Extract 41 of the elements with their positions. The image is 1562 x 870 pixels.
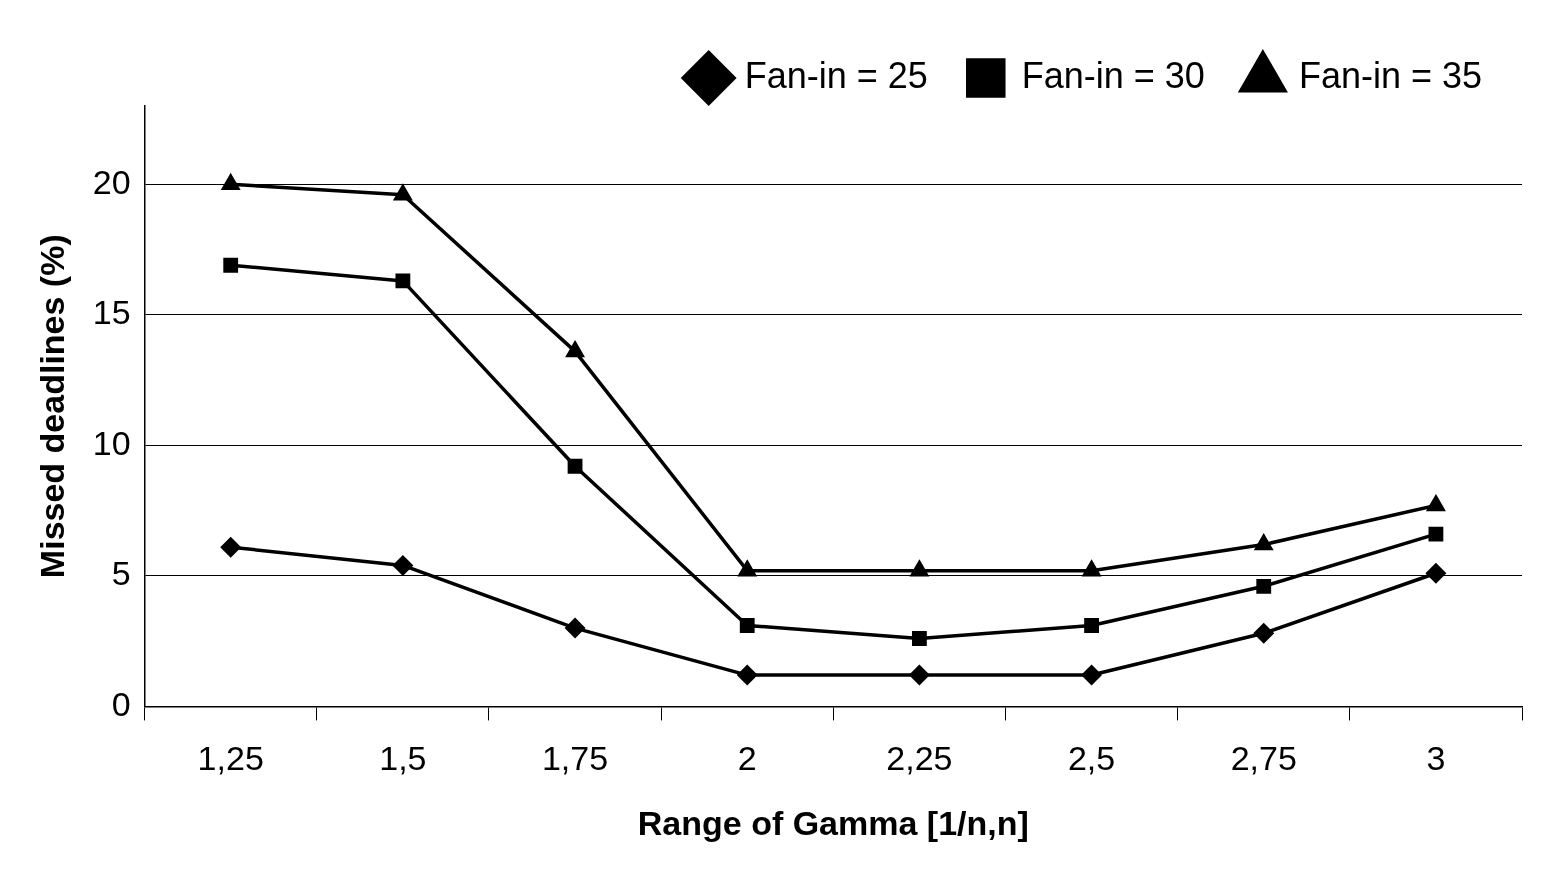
x-tick-label: 2 [737,739,757,778]
x-tick-label: 1,5 [379,739,427,778]
point [1082,560,1101,577]
point [1428,526,1444,542]
y-tick-label: 15 [92,293,131,332]
y-tick-label: 0 [111,684,131,723]
x-tick-label: 2,25 [886,739,953,778]
point [395,273,411,289]
point [909,665,930,685]
point [394,185,412,201]
x-tick-label: 1,75 [541,739,609,778]
point [739,618,755,633]
point [910,560,929,577]
x-tick-label: 2,75 [1230,739,1297,778]
point [1426,563,1446,584]
y-tick-label: 10 [92,423,131,462]
point [1253,623,1274,644]
point [1084,618,1099,633]
y-tick-label: 20 [92,162,131,201]
point [220,537,241,557]
point [223,257,239,273]
legend-label: Fan-in = 30 [1021,54,1205,96]
point [738,560,756,577]
point [566,341,584,358]
legend-label: Fan-in = 35 [1298,54,1483,96]
x-tick-label: 2,5 [1067,739,1116,778]
point [1081,665,1102,685]
x-tick-label: 1,25 [197,739,264,778]
point [737,665,757,685]
point [1427,495,1445,512]
point [1256,578,1272,594]
point [1255,534,1273,551]
point [393,555,413,576]
y-axis-title: Missed deadlines (%) [32,234,71,579]
y-tick-label: 5 [111,554,131,593]
point [565,618,585,638]
point [567,458,583,474]
point [911,631,927,646]
x-tick-label: 3 [1426,739,1446,778]
x-axis-title: Range of Gamma [1/n,n] [637,803,1029,842]
legend-label: Fan-in = 25 [744,54,928,96]
